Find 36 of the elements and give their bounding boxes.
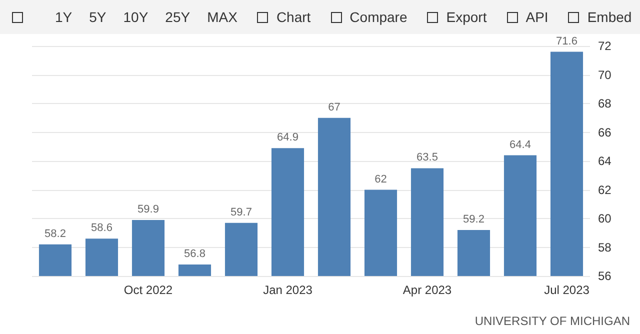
text: MAX [207, 9, 238, 25]
text: 1Y [55, 9, 72, 25]
x-tick-label: Oct 2022 [124, 283, 173, 297]
y-tick-label: 62 [598, 182, 612, 197]
y-tick-label: 66 [598, 125, 612, 140]
y-tick-label: 70 [598, 68, 612, 82]
y-tick-label: 68 [598, 96, 612, 110]
y-tick-label: 58 [598, 240, 612, 254]
text: API [524, 9, 548, 25]
data-label: 58.2 [44, 228, 66, 240]
data-label: 58.6 [91, 222, 112, 234]
data-label: 63.5 [416, 152, 438, 164]
text: Export [445, 9, 487, 25]
y-tick-label: 64 [598, 154, 612, 168]
y-tick-label: 56 [598, 269, 612, 283]
data-label: 64.4 [510, 138, 531, 151]
text: Chart [275, 9, 311, 25]
x-tick-label: Jul 2023 [544, 283, 590, 297]
text: 5Y [89, 9, 106, 25]
data-label: 67 [328, 101, 340, 114]
text: 10Y [123, 9, 148, 25]
x-tick-label: Jan 2023 [263, 283, 313, 297]
text: 25Y [165, 9, 190, 25]
data-label: 56.8 [184, 248, 206, 260]
data-label: 59.2 [463, 214, 484, 226]
x-tick-label: Apr 2023 [402, 283, 452, 297]
y-tick-label: 72 [598, 39, 612, 53]
text: Compare [348, 9, 408, 25]
y-tick-label: 60 [598, 212, 612, 226]
data-label: 59.7 [230, 206, 252, 218]
data-label: 64.9 [277, 132, 298, 144]
data-label: 62 [374, 173, 387, 186]
text: Embed [586, 9, 632, 25]
data-label: 71.6 [556, 35, 578, 48]
data-label: 59.9 [138, 203, 159, 216]
text: UNIVERSITY OF MICHIGAN [474, 314, 630, 328]
